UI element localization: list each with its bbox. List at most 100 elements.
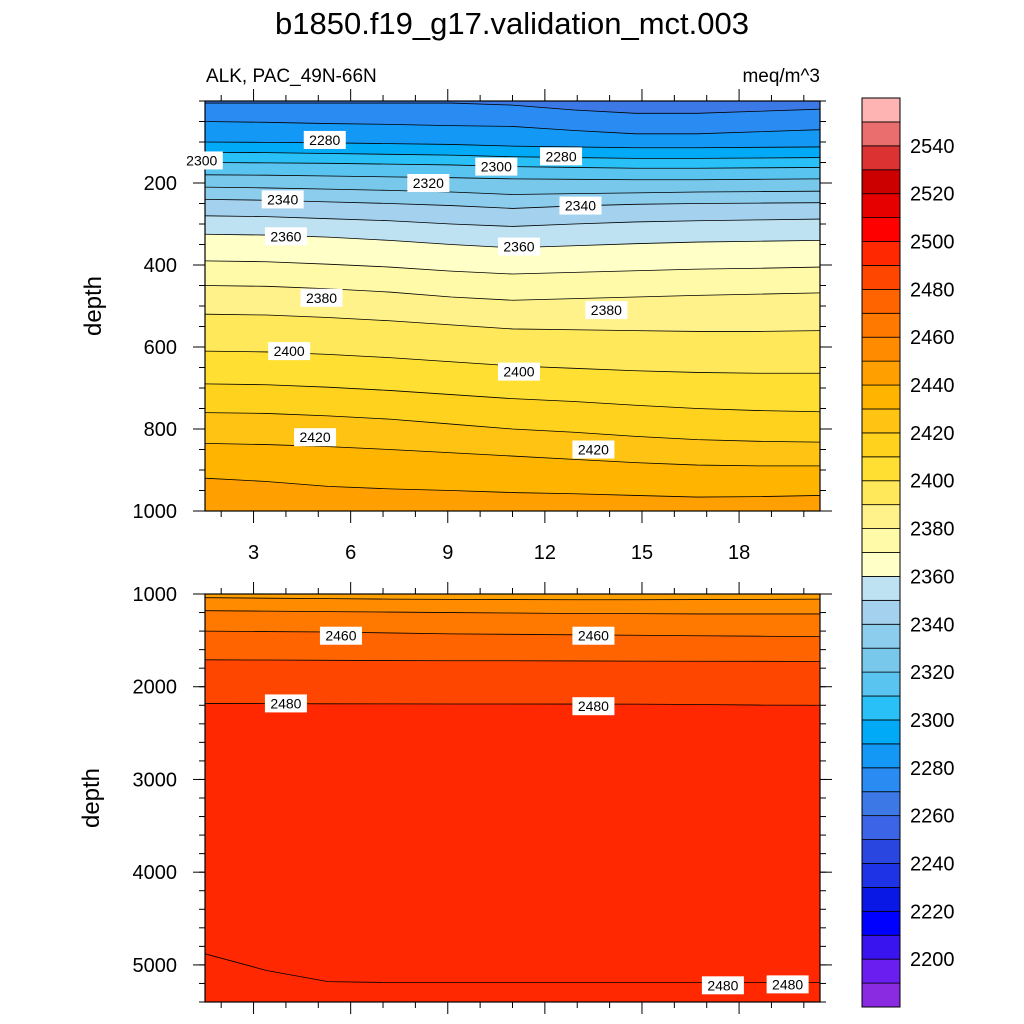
contour-line	[205, 412, 820, 443]
contour-label-box	[180, 151, 223, 170]
contour-fills	[205, 594, 820, 1002]
contour-line	[205, 151, 820, 159]
y-tick-label: 1000	[133, 584, 178, 606]
contour-band	[205, 659, 820, 706]
colorbar-label: 2400	[910, 471, 955, 493]
contour-label-box	[407, 174, 450, 192]
contour-label-box	[300, 288, 343, 307]
contour-band	[205, 443, 820, 498]
contour-label: 2320	[407, 174, 450, 192]
contour-band	[205, 199, 820, 227]
contour-label-box	[572, 697, 615, 716]
contour-band	[205, 285, 820, 332]
colorbar-swatch	[861, 528, 901, 553]
contour-label-box	[701, 976, 744, 995]
colorbar-swatch	[861, 767, 901, 793]
colorbar-swatch	[861, 599, 901, 625]
contour-line	[205, 285, 820, 301]
contour-label-text: 2480	[578, 698, 609, 714]
contour-band	[205, 142, 820, 159]
contour-label-text: 2480	[707, 977, 738, 993]
colorbar-swatch	[861, 552, 901, 577]
colorbar-label: 2380	[910, 519, 955, 541]
contour-label-box	[303, 130, 346, 149]
contour-label-box	[261, 190, 304, 209]
contour-label: 2360	[264, 227, 307, 246]
contour-label-text: 2340	[267, 191, 298, 207]
y-tick-label: 4000	[133, 862, 178, 884]
contour-label: 2480	[264, 694, 307, 713]
lower-y-axis-label: depth	[78, 768, 105, 828]
colorbar-swatch	[861, 265, 901, 290]
colorbar-swatch	[861, 576, 901, 601]
contour-line	[205, 215, 820, 227]
colorbar-label: 2540	[910, 136, 955, 158]
colorbar-swatch	[861, 863, 901, 888]
contour-band	[205, 597, 820, 614]
colorbar-label: 2320	[910, 662, 955, 684]
contour-label-text: 2300	[481, 159, 512, 175]
colorbar-label: 2240	[910, 853, 955, 875]
colorbar-swatch	[861, 384, 901, 410]
y-tick-label: 2000	[133, 677, 178, 699]
contour-band	[205, 121, 820, 148]
contour-label-box	[497, 237, 540, 256]
colorbar-swatch	[861, 504, 901, 529]
contour-label: 2280	[540, 147, 583, 166]
contour-band	[205, 103, 820, 134]
contour-label: 2380	[585, 301, 628, 320]
colorbar-swatch	[861, 169, 901, 195]
contour-line	[205, 174, 820, 181]
contour-label-box	[585, 301, 628, 320]
contour-line	[205, 477, 820, 498]
contour-label: 2280	[303, 130, 346, 149]
contour-band	[205, 383, 820, 443]
contour-label-text: 2380	[306, 290, 337, 306]
contour-label-text: 2280	[545, 148, 576, 164]
contour-band	[205, 101, 820, 114]
contour-label: 2460	[319, 626, 362, 645]
colorbar-label: 2440	[910, 375, 955, 397]
colorbar-swatch	[861, 336, 901, 362]
colorbar-label: 2480	[910, 279, 955, 301]
lower-panel: 1000 2000 3000 4000 5000 2460 2460 2480 2480 2480…	[133, 582, 832, 1014]
contour-label: 2460	[572, 626, 615, 645]
y-tick-label: 200	[144, 173, 177, 195]
contour-label-text: 2480	[270, 695, 301, 711]
colorbar-label: 2220	[910, 901, 955, 923]
contour-label: 2380	[300, 288, 343, 307]
contour-label: 2480	[701, 976, 744, 995]
contour-label-text: 2320	[413, 175, 444, 191]
colorbar-swatch	[861, 934, 901, 960]
contour-label-text: 2480	[772, 976, 803, 992]
contour-label: 2300	[475, 157, 518, 176]
contour-band	[205, 478, 820, 511]
contour-line	[205, 186, 820, 195]
contour-line	[205, 383, 820, 413]
x-tick-label: 18	[728, 542, 750, 564]
colorbar-swatch	[861, 886, 901, 912]
contour-label-text: 2460	[578, 628, 609, 644]
y-tick-label: 1000	[133, 501, 178, 523]
colorbar-swatch	[861, 695, 901, 721]
colorbar-swatch	[861, 432, 901, 458]
contour-line	[205, 659, 820, 662]
contour-label-text: 2280	[309, 132, 340, 148]
contour-band	[205, 351, 820, 412]
contour-label-box	[268, 342, 311, 361]
colorbar-swatch	[861, 647, 901, 673]
colorbar-swatch	[861, 360, 901, 386]
colorbar-label: 2420	[910, 423, 955, 445]
contour-line	[205, 703, 820, 706]
contour-band	[205, 412, 820, 466]
x-tick-label: 3	[248, 542, 259, 564]
contour-label: 2480	[766, 975, 809, 994]
contour-label-text: 2420	[299, 429, 330, 445]
contour-label-text: 2380	[591, 302, 622, 318]
contour-label: 2420	[294, 428, 337, 447]
x-tick-label: 6	[345, 542, 356, 564]
colorbar-frame	[861, 97, 901, 1008]
contour-line	[205, 597, 820, 601]
colorbar-swatch	[861, 145, 901, 171]
chart-subtitle-right: meq/m^3	[742, 66, 820, 87]
